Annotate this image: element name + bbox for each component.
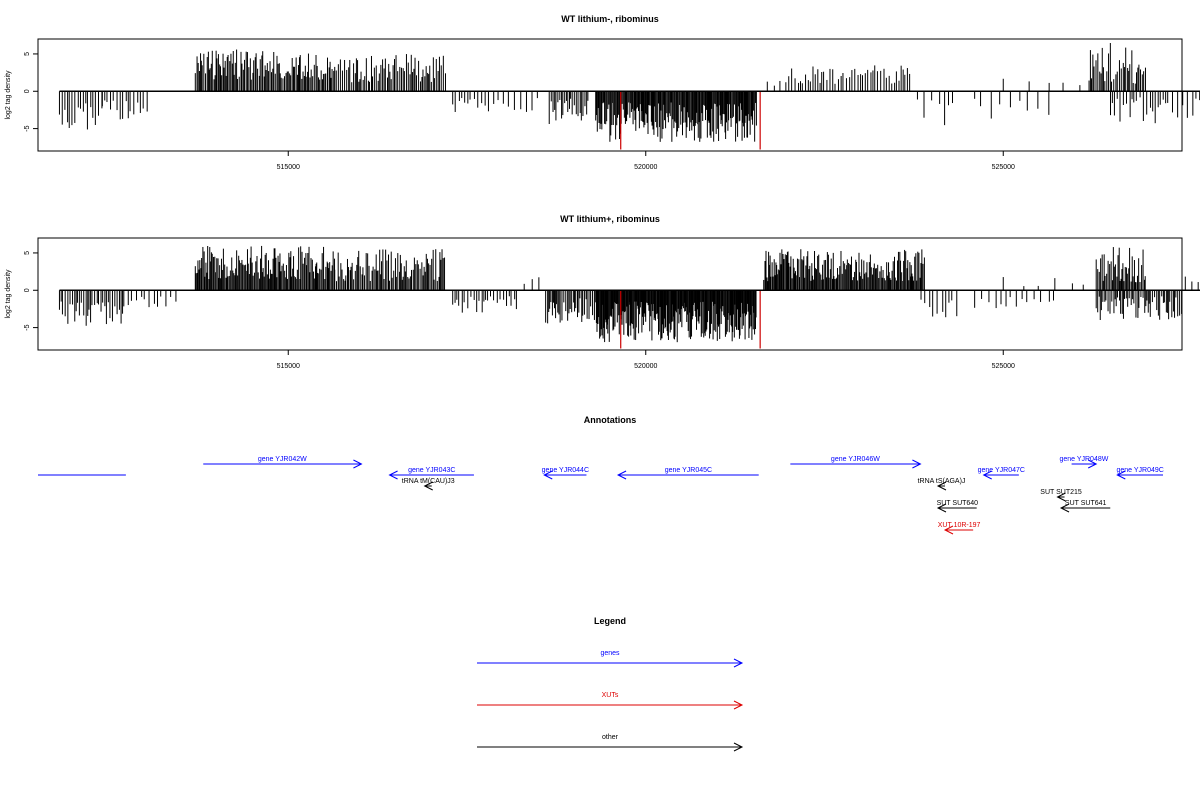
y-tick-label: 0: [24, 288, 31, 292]
x-tick-label: 515000: [277, 164, 300, 171]
annotation-feature: XUT 10R-197: [938, 522, 981, 535]
arrow-head: [912, 459, 922, 469]
arrow-head: [936, 503, 947, 513]
legend-label: other: [602, 734, 619, 741]
chart-title: WT lithium-, ribominus: [561, 14, 659, 24]
arrow-head: [388, 470, 398, 480]
annotation-feature: gene YJR049C: [1116, 467, 1164, 480]
annotation-feature: gene YJR046W: [790, 456, 922, 469]
arrow-head: [1056, 492, 1066, 502]
annotation-label: gene YJR043C: [408, 467, 455, 474]
plot-frame: [37, 38, 1183, 152]
y-tick-label: 5: [24, 251, 31, 255]
annotation-feature: SUT SUT640: [936, 500, 979, 513]
bar-series: [58, 43, 1200, 142]
annotation-label: gene YJR045C: [665, 467, 712, 474]
annotation-label: gene YJR042W: [258, 456, 307, 463]
legend-label: genes: [600, 650, 620, 657]
annotation-feature: gene YJR048W: [1059, 456, 1109, 469]
legend-item: other: [477, 734, 744, 752]
arrow-head: [1087, 459, 1098, 469]
annotation-label: gene YJR047C: [978, 467, 1025, 474]
annotation-label: SUT SUT215: [1040, 489, 1082, 496]
chart-title: WT lithium+, ribominus: [560, 214, 660, 224]
annotation-feature: SUT SUT641: [1059, 500, 1111, 513]
arrow-head: [616, 470, 627, 480]
annotation-feature: gene YJR044C: [542, 467, 589, 480]
annotations-title: Annotations: [584, 415, 637, 425]
arrow-head: [943, 525, 954, 535]
arrow-head: [733, 658, 744, 668]
arrow-head: [936, 481, 947, 491]
annotations-panel: Annotations gene YJR042W gene YJR043C gene…: [38, 415, 1164, 535]
arrow-head: [733, 700, 744, 710]
y-tick-label: -5: [24, 324, 31, 330]
bar-series: [58, 245, 1199, 343]
annotation-feature: SUT SUT215: [1040, 489, 1082, 502]
annotation-label: XUT 10R-197: [938, 522, 981, 529]
y-axis-label: log2 tag density: [5, 269, 12, 319]
legend-label: XUTs: [602, 692, 619, 699]
x-tick-label: 525000: [992, 164, 1015, 171]
legend-panel: Legend genes XUTs other: [477, 616, 744, 752]
arrow-head: [1059, 503, 1070, 513]
annotation-feature: gene YJR047C: [978, 467, 1025, 480]
annotation-feature: tRNA tS(AGA)J: [918, 478, 966, 491]
arrow-head: [733, 742, 744, 752]
legend-item: XUTs: [477, 692, 744, 710]
annotation-label: gene YJR049C: [1116, 467, 1163, 474]
annotation-feature: gene YJR042W: [203, 456, 363, 469]
annotation-label: SUT SUT640: [937, 500, 979, 507]
annotation-feature: gene YJR043C: [388, 467, 474, 480]
annotation-label: tRNA tM(CAU)J3: [402, 478, 455, 485]
legend-item: genes: [477, 650, 744, 668]
x-tick-label: 520000: [634, 164, 657, 171]
arrow-head: [353, 459, 363, 469]
arrow-head: [543, 470, 553, 480]
y-tick-label: -5: [24, 125, 31, 131]
track-panel-lithium-minus: WT lithium-, ribominus -5 0 5 log2 tag densi…: [5, 14, 1200, 171]
legend-title: Legend: [594, 616, 626, 626]
arrow-head: [1116, 470, 1126, 480]
annotation-label: SUT SUT641: [1065, 500, 1107, 507]
annotation-label: gene YJR046W: [831, 456, 880, 463]
track-panel-lithium-plus: WT lithium+, ribominus -5 0 5 log2 tag densi…: [5, 214, 1200, 370]
x-tick-label: 525000: [992, 363, 1015, 370]
y-tick-label: 0: [24, 89, 31, 93]
x-tick-label: 520000: [634, 363, 657, 370]
annotation-label: gene YJR048W: [1059, 456, 1108, 463]
y-axis-label: log2 tag density: [5, 70, 12, 120]
annotation-label: gene YJR044C: [542, 467, 589, 474]
y-tick-label: 5: [24, 52, 31, 56]
x-tick-label: 515000: [277, 363, 300, 370]
arrow-head: [982, 470, 992, 480]
annotation-feature: tRNA tM(CAU)J3: [402, 478, 455, 491]
annotation-feature: gene YJR045C: [616, 467, 759, 480]
annotation-label: tRNA tS(AGA)J: [918, 478, 966, 485]
arrow-head: [423, 481, 433, 491]
